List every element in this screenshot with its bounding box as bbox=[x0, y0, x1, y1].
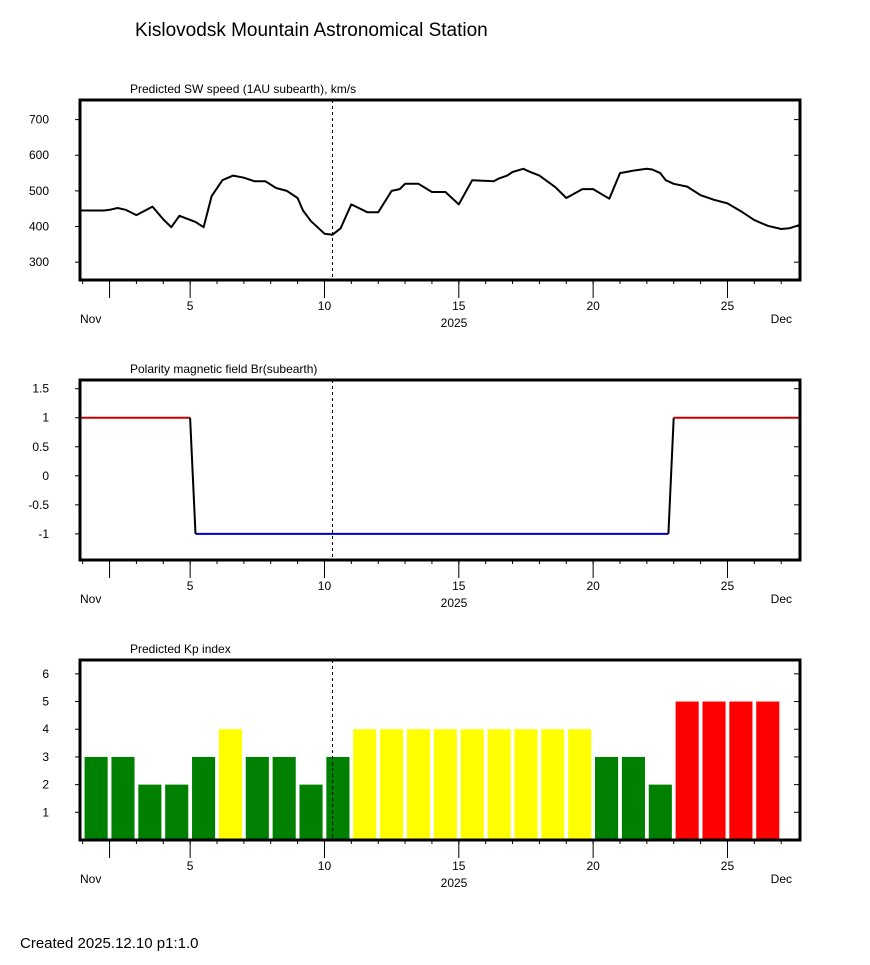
y-tick-label: 1 bbox=[42, 805, 49, 819]
x-end-label: Dec bbox=[771, 312, 792, 326]
x-tick-label: 5 bbox=[187, 859, 194, 873]
kp-bar bbox=[299, 784, 323, 840]
kp-bar bbox=[648, 784, 672, 840]
kp-bar bbox=[460, 729, 484, 840]
x-tick-label: 15 bbox=[452, 579, 466, 593]
kp-bar bbox=[84, 756, 108, 840]
kp-bar bbox=[353, 729, 377, 840]
x-tick-label: 25 bbox=[721, 299, 735, 313]
x-tick-label: 10 bbox=[318, 579, 332, 593]
kp-bar bbox=[621, 756, 645, 840]
y-tick-label: 0.5 bbox=[32, 440, 49, 454]
x-axis-label: 2025 bbox=[441, 316, 468, 330]
x-tick-label: 10 bbox=[318, 299, 332, 313]
kp-bar bbox=[272, 756, 296, 840]
x-start-label: Nov bbox=[80, 872, 101, 886]
kp-bar bbox=[406, 729, 431, 840]
kp-bar bbox=[326, 756, 350, 840]
y-tick-label: 1.5 bbox=[32, 382, 49, 396]
x-tick-label: 20 bbox=[586, 579, 600, 593]
kp-bar bbox=[568, 729, 592, 840]
x-axis-label: 2025 bbox=[441, 596, 468, 610]
plot-frame bbox=[78, 98, 802, 282]
y-tick-label: 2 bbox=[42, 778, 49, 792]
kp-bar bbox=[541, 729, 565, 840]
series-line-transition bbox=[667, 417, 675, 534]
chart-title: Predicted SW speed (1AU subearth), km/s bbox=[130, 82, 356, 96]
x-tick-label: 15 bbox=[452, 859, 466, 873]
kp-bar bbox=[245, 756, 269, 840]
x-start-label: Nov bbox=[80, 592, 101, 606]
y-tick-label: 3 bbox=[42, 750, 49, 764]
kp-bar bbox=[756, 701, 780, 840]
y-tick-label: 700 bbox=[29, 113, 49, 127]
plot-frame bbox=[78, 378, 802, 562]
kp-bar bbox=[380, 729, 404, 840]
y-tick-label: 6 bbox=[42, 667, 49, 681]
x-tick-label: 5 bbox=[187, 579, 194, 593]
x-end-label: Dec bbox=[771, 872, 792, 886]
plot-frame bbox=[78, 658, 802, 842]
kp-bar bbox=[192, 756, 216, 840]
x-start-label: Nov bbox=[80, 312, 101, 326]
chart-title: Predicted Kp index bbox=[130, 642, 231, 656]
kp-bar bbox=[729, 701, 753, 840]
y-tick-label: 600 bbox=[29, 148, 49, 162]
kp-bar bbox=[218, 729, 242, 840]
y-tick-label: 1 bbox=[42, 411, 49, 425]
kp-bar bbox=[514, 729, 538, 840]
x-tick-label: 25 bbox=[721, 859, 735, 873]
series-line-transition bbox=[189, 417, 197, 534]
x-axis-label: 2025 bbox=[441, 876, 468, 890]
y-tick-label: 5 bbox=[42, 695, 49, 709]
page-title: Kislovodsk Mountain Astronomical Station bbox=[135, 20, 488, 41]
y-tick-label: 4 bbox=[42, 722, 49, 736]
x-tick-label: 15 bbox=[452, 299, 466, 313]
kp-bar bbox=[111, 756, 135, 840]
x-tick-label: 20 bbox=[586, 859, 600, 873]
y-tick-label: 0 bbox=[42, 469, 49, 483]
x-end-label: Dec bbox=[771, 592, 792, 606]
kp-bar bbox=[702, 701, 726, 840]
x-tick-label: 10 bbox=[318, 859, 332, 873]
y-tick-label: 500 bbox=[29, 184, 49, 198]
chart-title: Polarity magnetic field Br(subearth) bbox=[130, 362, 317, 376]
y-tick-label: -0.5 bbox=[28, 498, 49, 512]
series-line-SW speed bbox=[80, 167, 801, 236]
kp-bar bbox=[138, 784, 162, 840]
kp-bar bbox=[165, 784, 189, 840]
y-tick-label: 300 bbox=[29, 255, 49, 269]
kp-bar bbox=[595, 756, 619, 840]
y-tick-label: -1 bbox=[38, 527, 49, 541]
kp-bar bbox=[675, 701, 699, 840]
x-tick-label: 25 bbox=[721, 579, 735, 593]
created-footer: Created 2025.12.10 p1:1.0 bbox=[20, 935, 199, 952]
x-tick-label: 5 bbox=[187, 299, 194, 313]
x-tick-label: 20 bbox=[586, 299, 600, 313]
kp-bar bbox=[487, 729, 511, 840]
kp-bar bbox=[433, 729, 457, 840]
y-tick-label: 400 bbox=[29, 220, 49, 234]
